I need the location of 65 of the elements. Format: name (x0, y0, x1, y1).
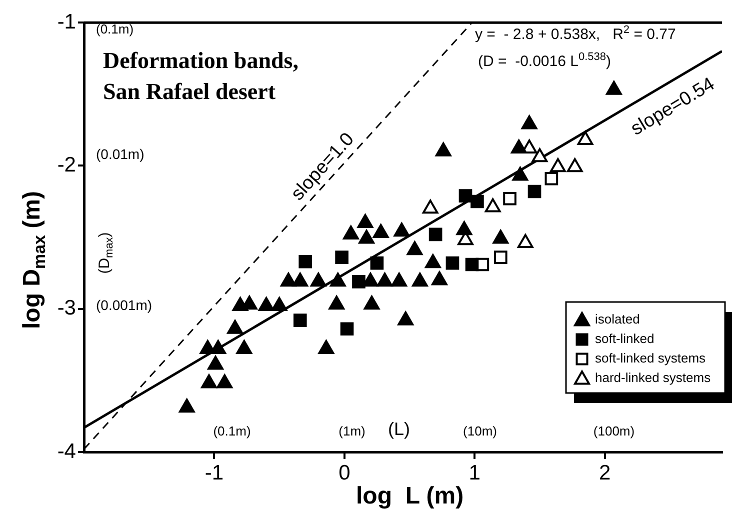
y-tick-label: -1 (57, 10, 76, 34)
y-tick-label: -2 (57, 154, 76, 177)
point (328, 296, 345, 310)
annotation: (1m) (338, 424, 366, 439)
point (432, 271, 448, 286)
y-tick-label: -4 (57, 440, 76, 463)
point (201, 374, 217, 388)
point (208, 356, 224, 370)
x-tick-label: -1 (204, 461, 224, 484)
point (216, 374, 233, 388)
x-tick-label: 1 (468, 461, 480, 484)
point (280, 272, 296, 287)
point (330, 272, 346, 287)
point (357, 214, 374, 228)
point (358, 230, 374, 244)
point (532, 148, 548, 162)
y-axis-title: log Dmax (m) (18, 190, 49, 330)
annotation: (L) (388, 418, 410, 439)
point (577, 130, 594, 145)
x-tick-label: 0 (338, 461, 350, 484)
point (178, 398, 195, 413)
point (376, 272, 393, 287)
legend-label: hard-linked systems (595, 370, 712, 386)
point (342, 225, 359, 240)
y-tick-label: -3 (57, 296, 76, 320)
point (364, 296, 380, 310)
point (394, 222, 410, 237)
annotation: (100m) (593, 424, 635, 439)
x-axis-title: log L (m) (356, 482, 464, 510)
point (550, 158, 566, 172)
annotation: (0.01m) (96, 146, 144, 162)
point (512, 166, 528, 181)
legend-label: soft-linked systems (595, 350, 706, 366)
point (422, 200, 438, 214)
point (227, 320, 243, 334)
point (236, 340, 252, 354)
point (271, 297, 288, 312)
point (517, 234, 534, 248)
point (318, 340, 334, 354)
point (484, 198, 501, 212)
point (456, 221, 472, 236)
annotation: (0.1m) (96, 22, 134, 37)
point (398, 311, 414, 326)
point (412, 272, 428, 287)
point (510, 140, 527, 154)
legend-label: isolated (595, 312, 640, 327)
point (391, 272, 408, 287)
point (521, 115, 538, 130)
text: Deformation bands, San Rafael desert (103, 48, 299, 104)
x-tick-label: 2 (598, 461, 611, 484)
annotation: (0.001m) (96, 296, 152, 313)
annotation: (10m) (463, 424, 497, 439)
point (406, 241, 423, 256)
legend-label: soft-linked (595, 331, 654, 346)
point (566, 158, 583, 172)
point (258, 297, 274, 312)
point (372, 224, 389, 238)
point (310, 272, 326, 287)
point (606, 80, 622, 95)
point (425, 254, 441, 268)
point (292, 272, 308, 287)
annotation: (0.1m) (213, 424, 251, 439)
point (435, 142, 452, 156)
point (492, 230, 509, 244)
annotation: (Dmax) (96, 232, 116, 274)
